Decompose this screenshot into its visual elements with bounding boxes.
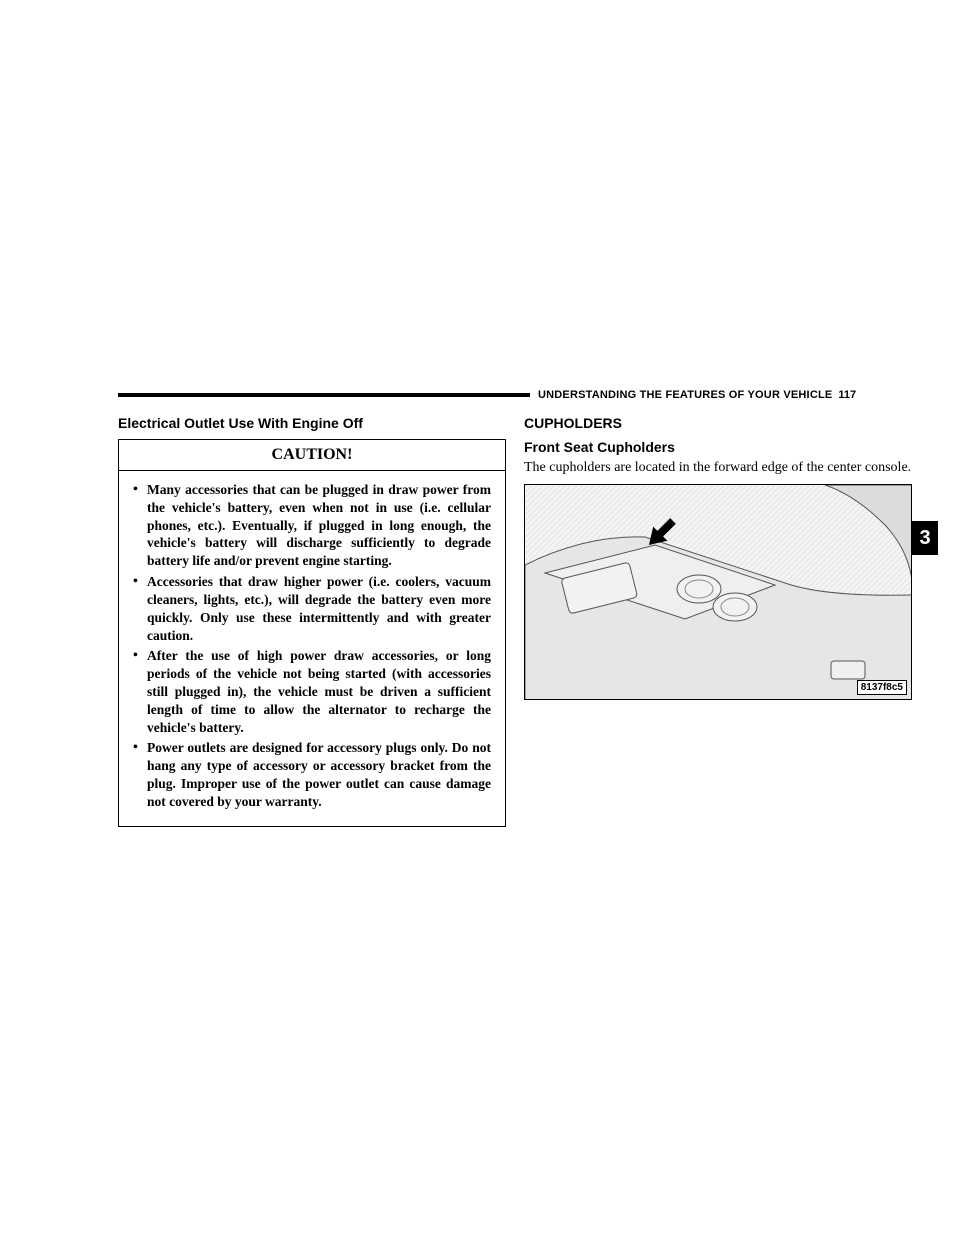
page-header: UNDERSTANDING THE FEATURES OF YOUR VEHIC…	[118, 389, 916, 401]
caution-list: Many accessories that can be plugged in …	[133, 481, 491, 811]
cupholder-illustration	[525, 485, 912, 700]
caution-bullet: After the use of high power draw accesso…	[133, 647, 491, 736]
right-subheading: Front Seat Cupholders	[524, 439, 912, 455]
caution-box: CAUTION! Many accessories that can be pl…	[118, 439, 506, 827]
page-number: 117	[838, 389, 856, 401]
left-column: Electrical Outlet Use With Engine Off CA…	[118, 415, 506, 827]
section-tab: 3	[912, 521, 938, 555]
right-column: CUPHOLDERS Front Seat Cupholders The cup…	[524, 415, 912, 827]
caution-bullet: Many accessories that can be plugged in …	[133, 481, 491, 570]
caution-bullet: Accessories that draw higher power (i.e.…	[133, 573, 491, 644]
caution-label: CAUTION!	[119, 440, 505, 471]
right-heading: CUPHOLDERS	[524, 415, 912, 431]
caution-body: Many accessories that can be plugged in …	[119, 471, 505, 826]
caution-bullet: Power outlets are designed for accessory…	[133, 739, 491, 810]
left-section-title: Electrical Outlet Use With Engine Off	[118, 415, 506, 431]
header-section-title: UNDERSTANDING THE FEATURES OF YOUR VEHIC…	[538, 389, 832, 401]
cupholder-figure: 8137f8c5	[524, 484, 912, 700]
figure-id: 8137f8c5	[857, 680, 907, 695]
right-paragraph: The cupholders are located in the forwar…	[524, 459, 912, 478]
header-rule	[118, 393, 530, 397]
